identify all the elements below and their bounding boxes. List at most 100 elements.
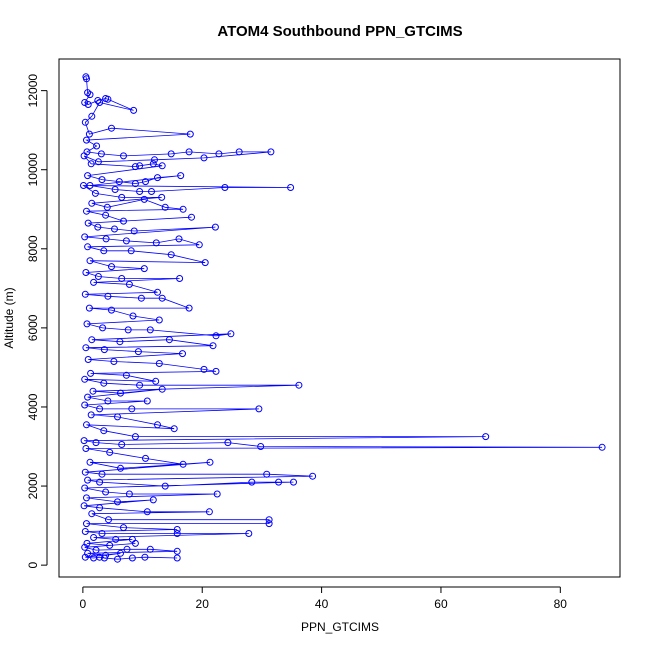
data-point — [205, 508, 213, 516]
data-point — [173, 554, 181, 562]
data-point — [85, 304, 93, 312]
data-point — [131, 539, 139, 547]
data-point — [212, 367, 220, 375]
data-point — [149, 160, 157, 168]
data-point — [123, 545, 131, 553]
data-point — [93, 142, 101, 150]
data-point — [104, 292, 112, 300]
data-point — [103, 203, 111, 211]
data-point — [115, 178, 123, 186]
data-point — [255, 405, 263, 413]
data-point — [122, 237, 130, 245]
data-point — [106, 541, 114, 549]
data-point — [98, 530, 106, 537]
data-point — [179, 460, 187, 468]
data-point — [84, 172, 92, 180]
data-point — [114, 555, 121, 563]
data-point — [206, 458, 214, 466]
data-point — [173, 547, 181, 555]
data-point — [177, 172, 185, 180]
data-point — [104, 95, 112, 103]
data-point — [80, 152, 88, 160]
data-point — [152, 377, 160, 385]
data-point — [265, 520, 273, 528]
data-point — [221, 184, 229, 191]
data-point — [482, 433, 490, 441]
data-point — [84, 101, 92, 108]
data-point — [106, 448, 114, 456]
data-point — [124, 326, 132, 334]
data-point — [83, 539, 91, 547]
data-point — [87, 369, 95, 377]
data-point — [94, 273, 102, 280]
data-point — [227, 330, 235, 338]
data-point — [209, 342, 217, 350]
y-axis: 0 2000 4000 6000 8000 10000 12000 — [26, 74, 48, 568]
data-point — [83, 494, 90, 502]
data-point — [102, 235, 110, 243]
data-point — [102, 488, 110, 496]
data-point — [111, 186, 119, 193]
data-point — [158, 162, 166, 170]
data-point — [140, 265, 148, 273]
data-point — [114, 498, 121, 506]
data-point — [287, 184, 295, 191]
data-point — [130, 227, 138, 235]
data-point — [83, 75, 90, 83]
data-point — [140, 195, 148, 203]
data-point — [152, 239, 160, 247]
data-point — [154, 421, 161, 429]
data-point — [90, 278, 98, 286]
data-point — [142, 178, 149, 186]
data-point — [131, 433, 139, 441]
data-point — [83, 320, 91, 328]
x-axis-label: PPN_GTCIMS — [301, 620, 379, 634]
data-point — [100, 346, 108, 354]
data-point — [155, 316, 163, 324]
data-point — [267, 148, 275, 156]
data-point — [87, 411, 95, 419]
data-point — [81, 233, 89, 241]
data-point — [94, 223, 102, 231]
data-point — [120, 524, 127, 532]
data-point — [88, 112, 96, 120]
data-point — [175, 235, 183, 243]
data-point — [88, 510, 96, 518]
data-point — [80, 437, 88, 445]
data-point — [245, 530, 253, 537]
data-point — [130, 106, 138, 114]
data-point — [118, 275, 126, 282]
y-tick-label: 2000 — [26, 472, 40, 499]
data-point — [112, 535, 120, 543]
y-tick-label: 4000 — [26, 393, 40, 420]
data-point — [108, 124, 115, 132]
data-point — [143, 508, 151, 516]
data-point — [87, 160, 95, 168]
data-point — [114, 413, 121, 421]
data-point — [125, 280, 133, 288]
data-point — [111, 225, 118, 233]
data-point — [81, 375, 89, 383]
data-point — [309, 472, 317, 480]
data-point — [235, 148, 243, 156]
x-axis: 0 20 40 60 80 — [80, 586, 567, 611]
y-tick-label: 10000 — [26, 153, 40, 187]
data-point — [96, 478, 104, 486]
data-point — [96, 405, 104, 413]
data-point — [195, 241, 203, 249]
data-point — [125, 490, 133, 498]
data-point — [158, 294, 166, 302]
data-point — [185, 148, 193, 156]
data-point — [131, 163, 139, 171]
data-point — [188, 213, 195, 221]
data-point — [100, 379, 108, 387]
data-point — [92, 546, 100, 554]
data-point — [82, 344, 90, 352]
data-point — [148, 188, 155, 195]
data-point — [81, 290, 89, 298]
data-point — [134, 348, 142, 356]
data-point — [167, 150, 175, 158]
data-point — [98, 176, 106, 184]
data-point — [154, 174, 161, 182]
